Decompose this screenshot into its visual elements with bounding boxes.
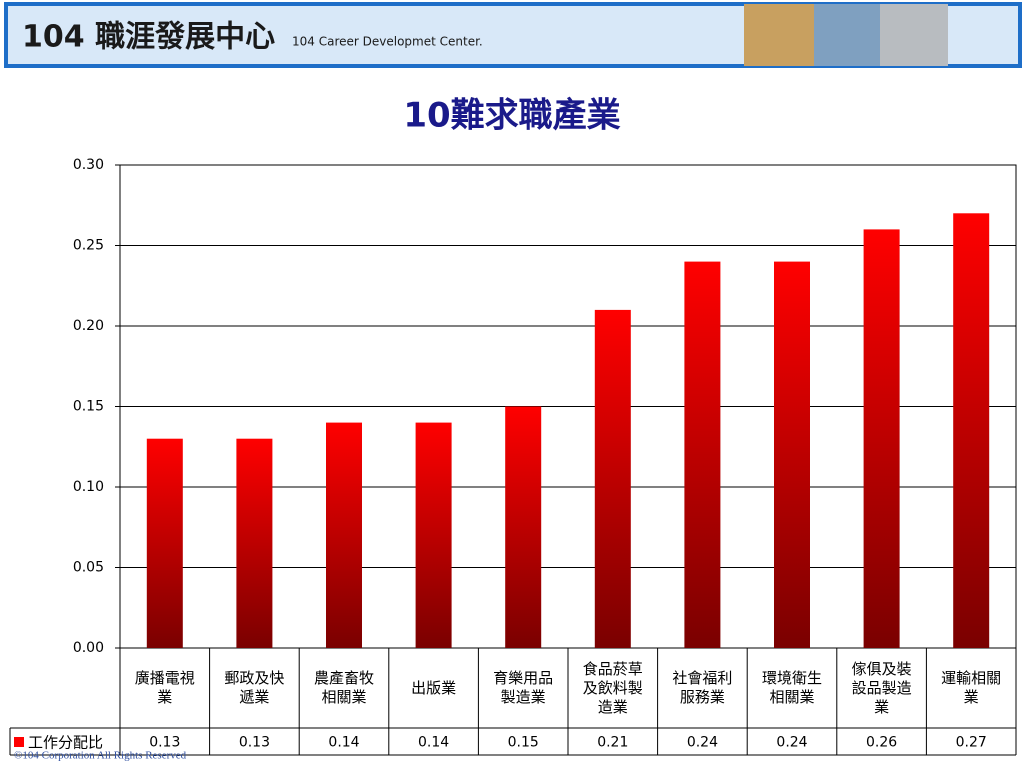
cell-text: 運輸相關業 xyxy=(941,669,1002,706)
value-cell: 0.13 xyxy=(149,735,180,751)
bar xyxy=(594,309,631,648)
value-cell: 0.24 xyxy=(776,735,807,751)
legend-label: 工作分配比 xyxy=(28,734,103,752)
table-cell: 育樂用品製造業 xyxy=(478,648,568,728)
cell-text: 農產畜牧相關業 xyxy=(313,669,374,706)
bar xyxy=(236,438,273,648)
footer: ©104 Corporation All Rights Reserved xyxy=(14,750,187,762)
bar xyxy=(774,261,810,648)
legend-swatch xyxy=(14,737,24,747)
value-cell: 0.13 xyxy=(239,735,270,751)
bar xyxy=(953,213,990,649)
cell-text: 傢俱及裝設品製造業 xyxy=(851,659,912,716)
table-cell: 出版業 xyxy=(389,648,479,728)
cell-text: 出版業 xyxy=(411,678,457,697)
y-tick-label: 0.05 xyxy=(73,560,104,576)
bar xyxy=(684,261,721,648)
cell-text: 食品菸草及飲料製造業 xyxy=(582,659,643,716)
value-cell: 0.15 xyxy=(508,735,539,751)
bar xyxy=(415,422,452,648)
y-tick-label: 0.20 xyxy=(73,318,104,334)
bar xyxy=(326,422,362,648)
table-cell: 運輸相關業 xyxy=(926,648,1016,728)
y-tick-label: 0.25 xyxy=(73,238,104,254)
bar xyxy=(146,438,183,648)
value-cell: 0.26 xyxy=(866,735,897,751)
cell-text: 郵政及快遞業 xyxy=(224,669,285,706)
table-cell: 傢俱及裝設品製造業 xyxy=(837,648,927,728)
value-cell: 0.14 xyxy=(418,735,449,751)
value-cell: 0.21 xyxy=(597,735,628,751)
value-cell: 0.24 xyxy=(687,735,718,751)
cell-text: 環境衛生相關業 xyxy=(761,669,822,706)
table-cell: 食品菸草及飲料製造業 xyxy=(568,648,658,728)
cell-text: 社會福利服務業 xyxy=(672,669,733,706)
bar xyxy=(505,406,542,648)
subtitle: 104 Career Developmet Center. xyxy=(292,35,483,49)
chart-title: 10難求職產業 xyxy=(403,96,620,136)
logo: 104 職涯發展中心 xyxy=(22,20,275,55)
value-cell: 0.27 xyxy=(956,735,987,751)
value-cell: 0.14 xyxy=(328,735,359,751)
header-image xyxy=(814,4,880,66)
table-cell: 社會福利服務業 xyxy=(658,648,748,728)
header-image xyxy=(880,4,948,66)
table-cell: 農產畜牧相關業 xyxy=(299,648,389,728)
y-tick-label: 0.10 xyxy=(73,479,104,495)
header-image xyxy=(744,4,814,66)
table-cell: 郵政及快遞業 xyxy=(210,648,300,728)
y-tick-label: 0.30 xyxy=(73,157,104,173)
cell-text: 育樂用品製造業 xyxy=(493,669,554,706)
cell-text: 廣播電視業 xyxy=(134,669,195,706)
bar xyxy=(863,229,900,648)
y-tick-label: 0.00 xyxy=(73,640,104,656)
table-cell: 廣播電視業 xyxy=(120,648,210,728)
table-cell: 環境衛生相關業 xyxy=(747,648,837,728)
y-tick-label: 0.15 xyxy=(73,399,104,415)
